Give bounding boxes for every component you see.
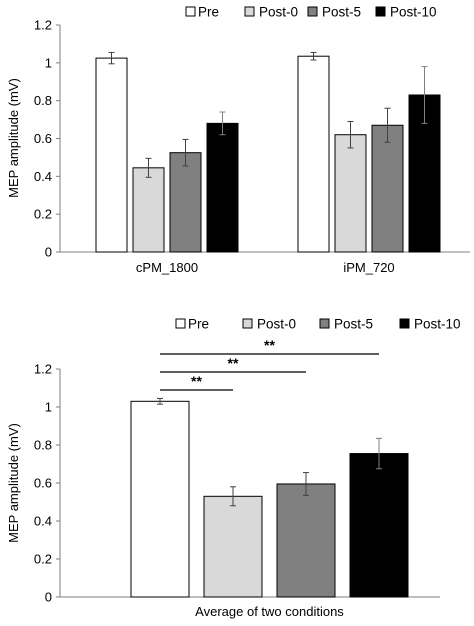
chart1-legend-label: Pre — [198, 5, 219, 20]
chart2-significance-label: ** — [264, 337, 275, 353]
chart1-legend-swatch-post-0 — [244, 6, 255, 17]
chart2-legend-label: Post-0 — [257, 317, 296, 332]
chart2-y-tick-label: 0.2 — [34, 552, 52, 567]
chart1-y-tick-label: 1 — [45, 55, 52, 70]
chart2-y-tick-label: 0.6 — [34, 476, 52, 491]
chart1-bar-pre — [297, 55, 330, 253]
chart2-y-tick-label: 1 — [45, 400, 52, 415]
chart1-legend-label: Post-5 — [322, 5, 361, 20]
chart1-y-axis-label: MEP amplitude (mV) — [6, 78, 21, 198]
chart1-legend-label: Post-0 — [259, 5, 298, 20]
chart2-bar-post-0 — [203, 495, 263, 598]
chart1-bar-post-10 — [206, 122, 239, 253]
chart1-legend-swatch-post-5 — [307, 6, 318, 17]
chart1-bar-post-5 — [371, 124, 404, 253]
chart2-bar-post-5 — [276, 483, 336, 598]
chart1-y-tick-label: 0.6 — [34, 131, 52, 146]
chart2-legend-swatch-pre — [175, 318, 186, 329]
chart2-y-tick-label: 0 — [45, 590, 52, 605]
chart1-y-tick-label: 0.4 — [34, 169, 52, 184]
chart2-bar-pre — [130, 400, 190, 598]
chart2-y-tick-label: 0.4 — [34, 514, 52, 529]
chart2-significance-label: ** — [191, 373, 202, 389]
chart1-legend-swatch-pre — [185, 6, 196, 17]
chart1-y-tick-label: 0 — [45, 245, 52, 260]
chart2-y-tick-label: 1.2 — [34, 362, 52, 377]
chart2-legend-label: Post-5 — [334, 317, 373, 332]
chart1-bar-post-0 — [334, 134, 367, 253]
chart1-y-tick-label: 0.2 — [34, 207, 52, 222]
chart2-legend-swatch-post-10 — [399, 318, 410, 329]
chart2-bar-post-10 — [349, 453, 409, 598]
chart2-legend-swatch-post-5 — [319, 318, 330, 329]
chart1-legend-swatch-post-10 — [375, 6, 386, 17]
chart2-legend-label: Pre — [188, 317, 209, 332]
chart1-y-tick-label: 0.8 — [34, 93, 52, 108]
chart2-y-tick-label: 0.8 — [34, 438, 52, 453]
chart1-bar-post-5 — [169, 152, 202, 253]
chart2-legend-label: Post-10 — [414, 317, 461, 332]
chart1-category-label: cPM_1800 — [136, 260, 198, 275]
chart2-legend-swatch-post-0 — [242, 318, 253, 329]
chart1-bar-post-0 — [132, 167, 165, 253]
chart1-category-label: iPM_720 — [343, 260, 394, 275]
chart2-significance-label: ** — [228, 355, 239, 371]
chart1-y-tick-label: 1.2 — [34, 18, 52, 33]
chart2-category-label: Average of two conditions — [195, 604, 344, 619]
chart2-y-axis-label: MEP amplitude (mV) — [6, 423, 21, 543]
chart1-legend-label: Post-10 — [390, 5, 437, 20]
chart1-bar-pre — [95, 57, 128, 253]
